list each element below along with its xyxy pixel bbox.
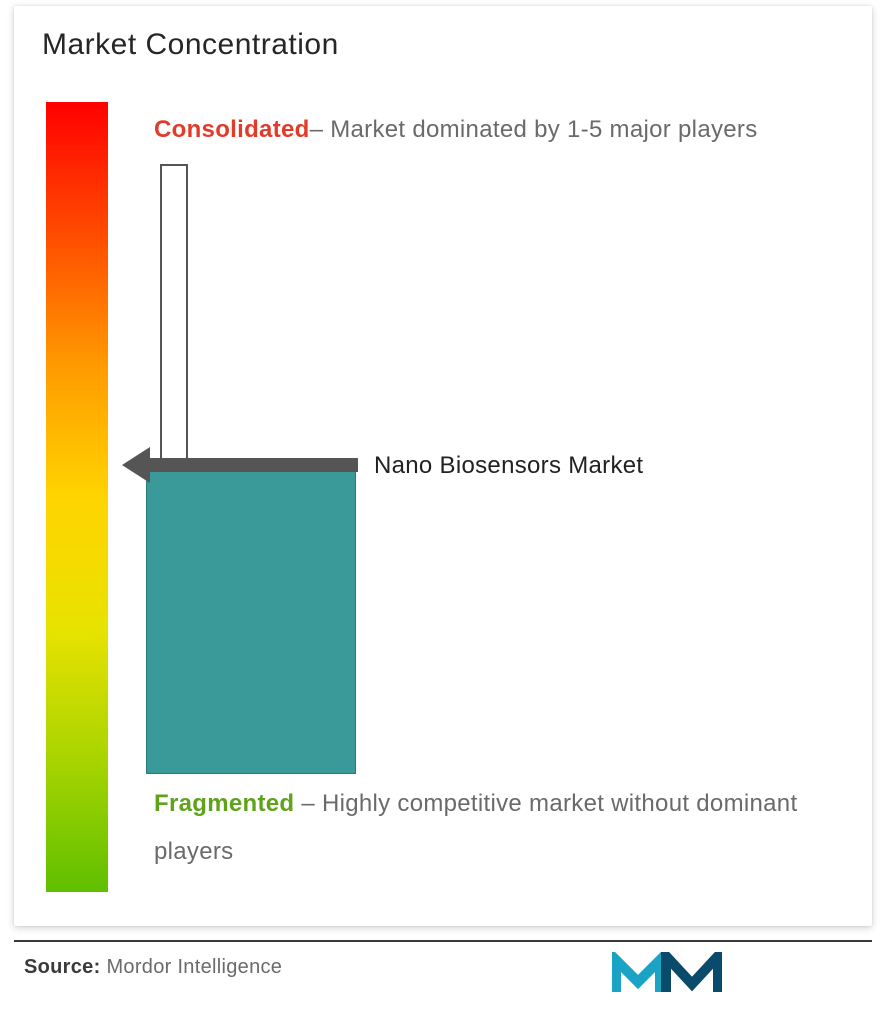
market-name-label: Nano Biosensors Market <box>374 452 643 480</box>
card: Market Concentration Nano Biosensors Mar… <box>14 6 872 926</box>
source-attribution: Source: Mordor Intelligence <box>24 956 282 979</box>
mordor-logo-icon <box>612 952 722 996</box>
consolidated-rest: – Market dominated by 1-5 major players <box>310 116 758 143</box>
indicator-box <box>146 458 356 774</box>
bracket-horizontal-top <box>160 164 188 166</box>
consolidated-description: Consolidated– Market dominated by 1-5 ma… <box>154 106 834 154</box>
bracket-vertical-right <box>186 164 188 458</box>
source-prefix: Source: <box>24 956 101 978</box>
page-title: Market Concentration <box>42 28 339 62</box>
fragmented-description: Fragmented – Highly competitive market w… <box>154 780 854 876</box>
source-name: Mordor Intelligence <box>106 956 282 978</box>
footer: Source: Mordor Intelligence <box>14 940 872 996</box>
concentration-gradient-bar <box>46 102 108 892</box>
consolidated-lead: Consolidated <box>154 116 310 143</box>
arrow-shaft <box>148 458 358 472</box>
fragmented-lead: Fragmented <box>154 790 294 817</box>
arrow-head-icon <box>122 447 150 483</box>
bracket-vertical-left <box>160 164 162 458</box>
